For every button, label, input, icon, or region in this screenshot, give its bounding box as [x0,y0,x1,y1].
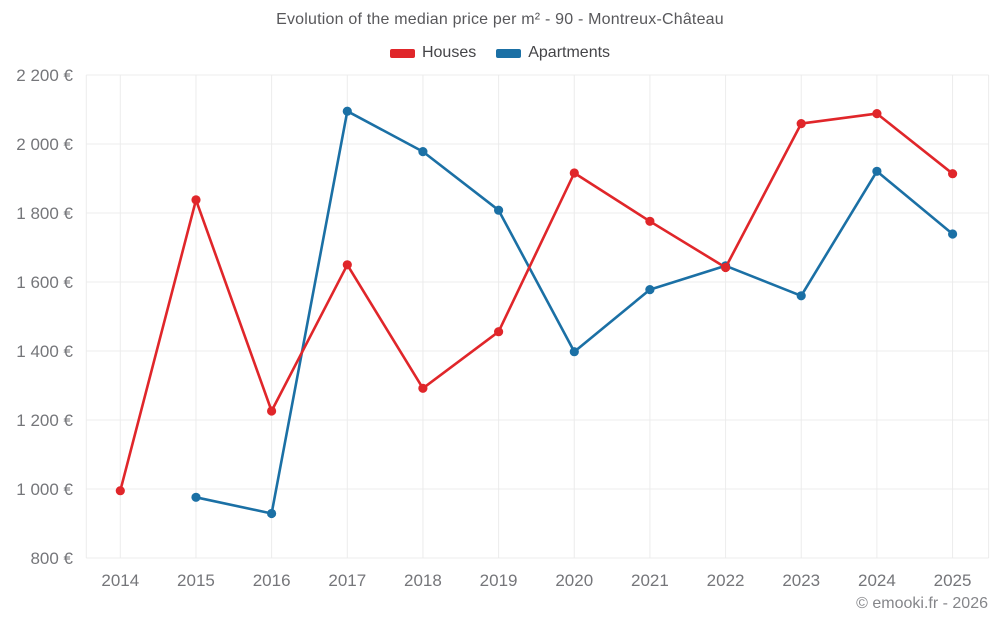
data-point-houses-2016[interactable] [267,406,277,416]
data-point-houses-2019[interactable] [494,327,504,337]
x-tick-label: 2023 [782,571,820,590]
data-point-houses-2020[interactable] [569,168,579,178]
x-tick-label: 2018 [404,571,442,590]
data-point-apartments-2017[interactable] [342,106,352,116]
x-tick-label: 2015 [177,571,215,590]
data-point-apartments-2020[interactable] [569,347,579,357]
data-point-houses-2018[interactable] [418,383,428,393]
series-line-houses [119,112,954,492]
y-tick-label: 800 € [30,549,73,568]
apartments-series-swatch-icon [496,48,522,58]
copyright-label: © emooki.fr - 2026 [856,595,988,612]
data-point-houses-2022[interactable] [721,262,731,273]
legend-label-apartments: Apartments [528,44,611,61]
chart-title: Evolution of the median price per m² - 9… [276,11,724,28]
x-tick-label: 2024 [858,571,896,590]
legend-item-houses[interactable]: Houses [389,44,477,62]
legend-item-apartments[interactable]: Apartments [496,44,610,62]
y-tick-label: 2 000 € [16,135,73,154]
data-point-houses-2021[interactable] [645,216,655,226]
data-point-apartments-2024[interactable] [872,166,882,176]
legend-label-houses: Houses [421,44,477,61]
data-point-houses-2014[interactable] [115,486,125,496]
data-point-houses-2015[interactable] [191,195,201,205]
data-point-houses-2024[interactable] [872,109,882,119]
x-tick-label: 2022 [707,571,745,590]
x-tick-label: 2017 [328,571,366,590]
data-point-apartments-2023[interactable] [796,291,806,301]
y-tick-label: 2 200 € [16,66,73,85]
houses-series-swatch-icon [389,48,415,58]
x-tick-label: 2016 [253,571,291,590]
y-tick-label: 1 000 € [16,480,73,499]
y-tick-label: 1 600 € [16,273,73,292]
data-point-apartments-2019[interactable] [494,205,504,215]
data-point-houses-2023[interactable] [796,119,806,129]
chart-legend: Houses Apartments [0,44,1000,62]
y-tick-label: 1 400 € [16,342,73,361]
data-point-houses-2025[interactable] [948,169,958,179]
data-point-apartments-2016[interactable] [267,508,277,519]
data-point-houses-2017[interactable] [342,260,352,270]
x-tick-label: 2025 [934,571,972,590]
x-tick-label: 2021 [631,571,669,590]
x-tick-label: 2020 [555,571,593,590]
data-point-apartments-2015[interactable] [191,492,201,502]
data-point-apartments-2025[interactable] [948,229,958,239]
y-tick-label: 1 800 € [16,204,73,223]
x-tick-label: 2014 [101,571,139,590]
data-point-apartments-2021[interactable] [645,285,655,295]
data-point-apartments-2018[interactable] [418,147,428,157]
x-tick-label: 2019 [480,571,518,590]
y-tick-label: 1 200 € [16,411,73,430]
